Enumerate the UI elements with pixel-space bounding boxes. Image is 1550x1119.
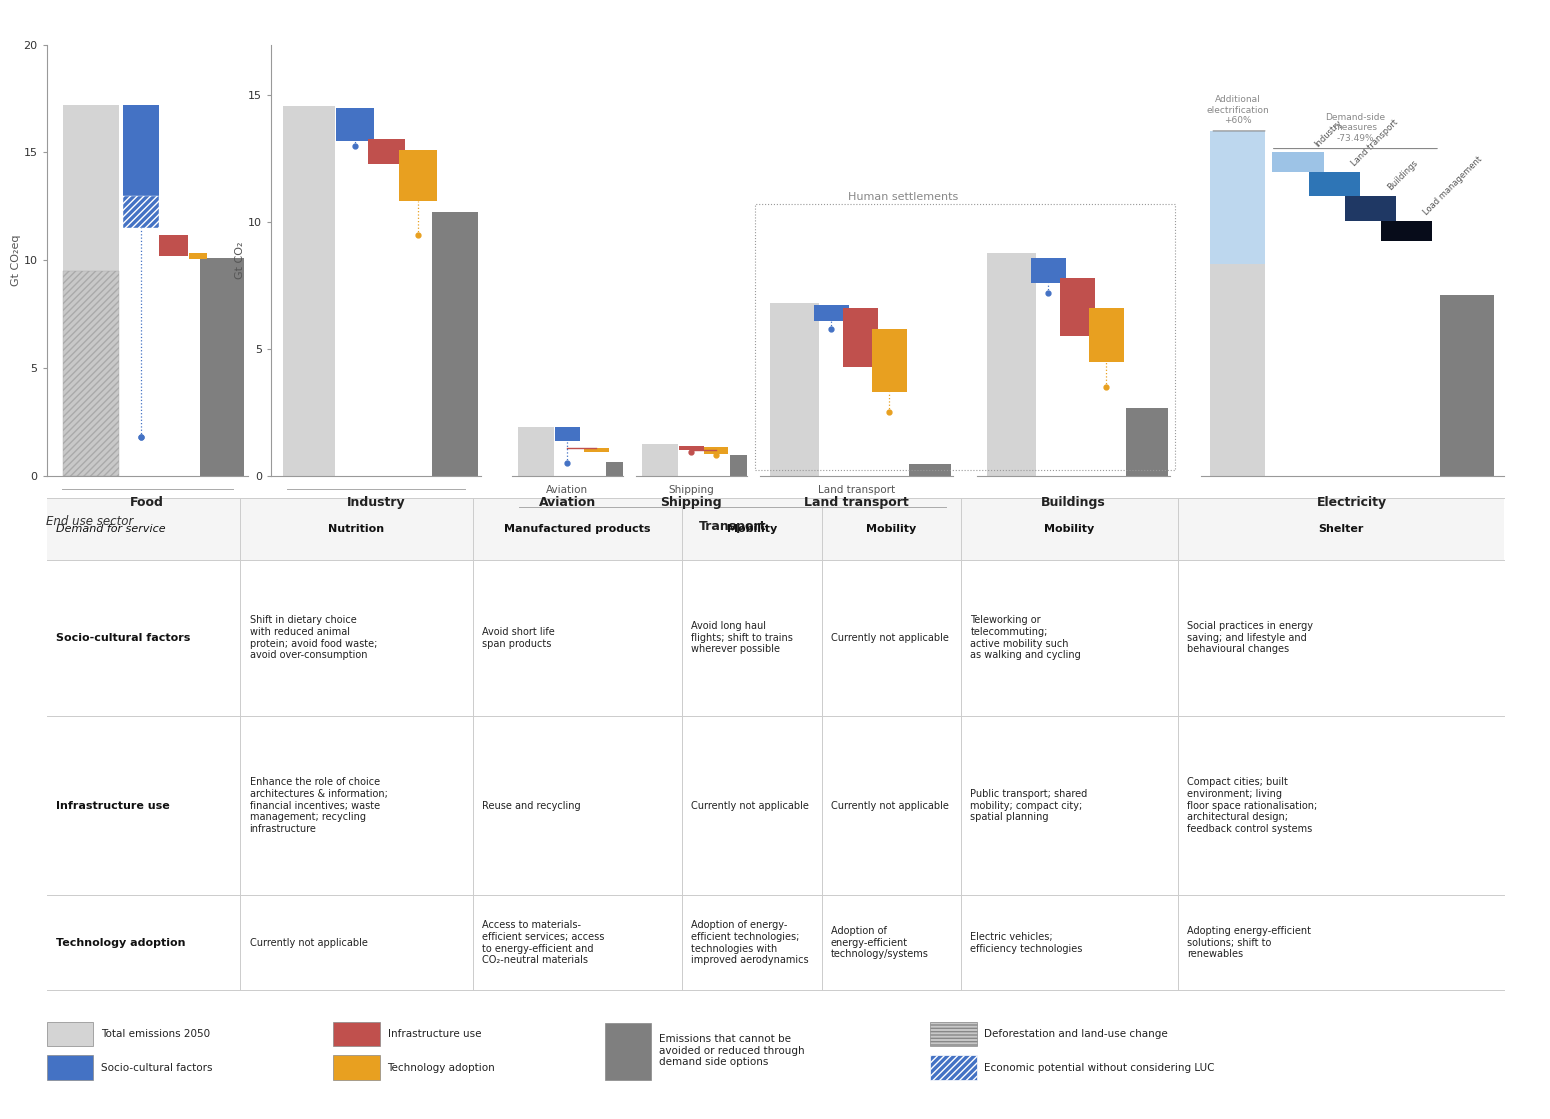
Bar xyxy=(1440,295,1494,476)
Bar xyxy=(1211,264,1265,476)
Text: Human settlements: Human settlements xyxy=(848,191,958,201)
Text: Shelter: Shelter xyxy=(1318,524,1364,534)
Bar xyxy=(432,211,479,476)
Text: Enhance the role of choice
architectures & information;
financial incentives; wa: Enhance the role of choice architectures… xyxy=(250,778,388,834)
Text: Land transport: Land transport xyxy=(818,485,894,495)
Bar xyxy=(122,105,160,196)
Text: Access to materials-
efficient services; access
to energy-efficient and
CO₂-neut: Access to materials- efficient services;… xyxy=(482,920,604,966)
Text: Compact cities; built
environment; living
floor space rationalisation;
architect: Compact cities; built environment; livin… xyxy=(1187,778,1318,834)
Text: Adopting energy-efficient
solutions; shift to
renewables: Adopting energy-efficient solutions; shi… xyxy=(1187,927,1311,959)
Bar xyxy=(1345,196,1397,222)
Text: Emissions that cannot be
avoided or reduced through
demand side options: Emissions that cannot be avoided or redu… xyxy=(659,1034,804,1068)
Text: Currently not applicable: Currently not applicable xyxy=(691,801,809,810)
Text: Infrastructure use: Infrastructure use xyxy=(388,1029,480,1038)
Text: Electricity: Electricity xyxy=(1318,496,1387,509)
Bar xyxy=(555,427,580,441)
Text: Food: Food xyxy=(130,496,164,509)
Bar xyxy=(1125,408,1169,476)
Y-axis label: Gt CO₂eq: Gt CO₂eq xyxy=(11,234,20,286)
Bar xyxy=(1031,257,1066,283)
Text: Infrastructure use: Infrastructure use xyxy=(56,801,169,810)
Bar xyxy=(642,444,677,476)
Text: Mobility: Mobility xyxy=(1045,524,1094,534)
Text: Industry: Industry xyxy=(1313,117,1344,149)
Text: Total emissions 2050: Total emissions 2050 xyxy=(101,1029,209,1038)
Text: Reuse and recycling: Reuse and recycling xyxy=(482,801,581,810)
Text: Shift in dietary choice
with reduced animal
protein; avoid food waste;
avoid ove: Shift in dietary choice with reduced ani… xyxy=(250,615,377,660)
Bar xyxy=(606,462,631,476)
Text: Load management: Load management xyxy=(1421,154,1485,217)
Bar xyxy=(584,448,609,452)
Text: Avoid long haul
flights; shift to trains
wherever possible: Avoid long haul flights; shift to trains… xyxy=(691,621,794,655)
Text: Teleworking or
telecommuting;
active mobility such
as walking and cycling: Teleworking or telecommuting; active mob… xyxy=(970,615,1080,660)
Text: Public transport; shared
mobility; compact city;
spatial planning: Public transport; shared mobility; compa… xyxy=(970,789,1088,822)
Bar xyxy=(282,105,335,476)
Text: Electric vehicles;
efficiency technologies: Electric vehicles; efficiency technologi… xyxy=(970,932,1082,953)
Bar xyxy=(679,445,704,450)
Bar xyxy=(1060,278,1094,336)
Text: Aviation: Aviation xyxy=(546,485,589,495)
Bar xyxy=(987,253,1035,476)
Bar xyxy=(1381,222,1432,241)
Bar xyxy=(1211,131,1265,264)
Text: Mobility: Mobility xyxy=(866,524,916,534)
Text: Demand-side
measures
-73.49%: Demand-side measures -73.49% xyxy=(1325,113,1386,143)
Text: Economic potential without considering LUC: Economic potential without considering L… xyxy=(984,1063,1215,1072)
Text: Currently not applicable: Currently not applicable xyxy=(250,938,367,948)
Bar xyxy=(122,196,160,228)
Text: Industry: Industry xyxy=(347,496,405,509)
Bar xyxy=(62,105,119,476)
Bar xyxy=(200,258,243,476)
Text: Buildings: Buildings xyxy=(1386,158,1420,191)
Text: Adoption of energy-
efficient technologies;
technologies with
improved aerodynam: Adoption of energy- efficient technologi… xyxy=(691,920,809,966)
Bar xyxy=(1308,172,1359,196)
Text: Demand for service: Demand for service xyxy=(56,524,166,534)
Bar xyxy=(770,303,818,476)
Text: Avoid short life
span products: Avoid short life span products xyxy=(482,627,555,649)
Text: Mobility: Mobility xyxy=(727,524,777,534)
Bar xyxy=(398,150,437,200)
Text: Socio-cultural factors: Socio-cultural factors xyxy=(56,633,191,642)
Text: Nutrition: Nutrition xyxy=(329,524,384,534)
Bar xyxy=(336,109,374,141)
Bar xyxy=(814,304,849,321)
Bar xyxy=(367,139,405,163)
Text: Technology adoption: Technology adoption xyxy=(56,938,186,948)
Text: Land transport: Land transport xyxy=(1350,117,1400,168)
Bar xyxy=(871,329,907,392)
Text: Land transport: Land transport xyxy=(804,496,908,509)
Text: Technology adoption: Technology adoption xyxy=(388,1063,496,1072)
Bar xyxy=(843,309,877,367)
Bar xyxy=(189,253,206,260)
Bar xyxy=(518,427,553,476)
Bar xyxy=(1273,152,1324,172)
Bar xyxy=(1088,309,1124,361)
Text: Adoption of
energy-efficient
technology/systems: Adoption of energy-efficient technology/… xyxy=(831,927,928,959)
Text: Socio-cultural factors: Socio-cultural factors xyxy=(101,1063,212,1072)
Y-axis label: Gt CO₂: Gt CO₂ xyxy=(236,242,245,279)
Text: End use sector: End use sector xyxy=(46,515,133,528)
Text: Buildings: Buildings xyxy=(1042,496,1105,509)
Text: Currently not applicable: Currently not applicable xyxy=(831,801,949,810)
Bar xyxy=(908,464,952,476)
Text: Transport: Transport xyxy=(699,520,766,534)
Text: Shipping: Shipping xyxy=(660,496,722,509)
Text: Social practices in energy
saving; and lifestyle and
behavioural changes: Social practices in energy saving; and l… xyxy=(1187,621,1313,655)
Text: Additional
electrification
+60%: Additional electrification +60% xyxy=(1206,95,1269,125)
Bar xyxy=(704,448,728,454)
Bar xyxy=(160,235,188,256)
Bar xyxy=(62,271,119,476)
Text: Shipping: Shipping xyxy=(668,485,715,495)
Text: Aviation: Aviation xyxy=(539,496,595,509)
Text: Manufactured products: Manufactured products xyxy=(504,524,651,534)
Bar xyxy=(730,454,755,476)
Text: Deforestation and land-use change: Deforestation and land-use change xyxy=(984,1029,1169,1038)
Text: Currently not applicable: Currently not applicable xyxy=(831,633,949,642)
